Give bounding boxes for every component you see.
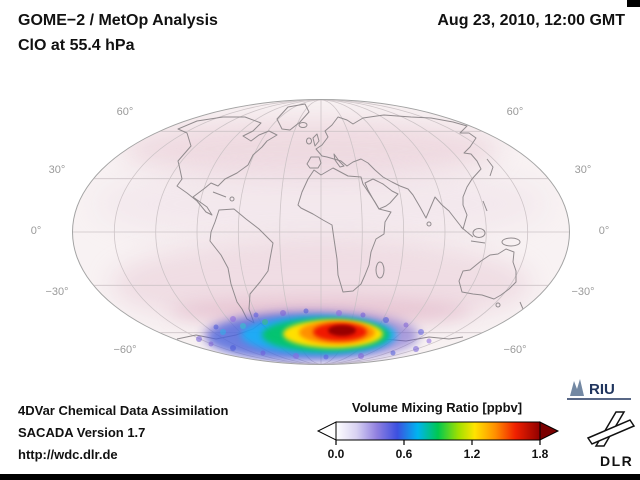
colorbar-gradient: [335, 421, 541, 441]
riu-logo-text: RIU: [589, 381, 615, 398]
clo-plume-speckles: [196, 308, 432, 360]
colorbar-tick-1: 0.6: [396, 447, 413, 461]
tasmania-outline: [495, 302, 501, 308]
figure-subtitle: ClO at 55.4 hPa: [18, 37, 135, 54]
world-map-mollweide: [72, 99, 570, 365]
lat-label-left-30: 30°: [48, 164, 66, 176]
credit-assimilation: 4DVar Chemical Data Assimilation: [18, 403, 229, 418]
top-right-corner-mark: [627, 0, 640, 7]
riu-cathedral-icon: [570, 379, 584, 396]
colorbar-left-arrow: [316, 421, 337, 441]
colorbar-tick-marks: [335, 440, 541, 445]
eurasia-outline: [315, 114, 482, 230]
colorbar: 0.0 0.6 1.2 1.8: [316, 421, 560, 461]
arabia-outline: [364, 178, 399, 210]
madagascar-outline: [375, 261, 385, 279]
iberia-outline: [306, 156, 322, 169]
lat-label-left-0: 0°: [30, 225, 42, 237]
iceland-outline: [298, 122, 308, 128]
figure-title: GOME−2 / MetOp Analysis: [18, 12, 218, 29]
colorbar-title: Volume Mixing Ratio [ppbv]: [351, 400, 523, 415]
bottom-black-bar: [0, 474, 640, 480]
colorbar-right-arrow: [539, 421, 560, 441]
lat-label-left-minus60: −60°: [113, 344, 137, 356]
new-zealand-outline: [519, 301, 529, 320]
figure-datetime: Aug 23, 2010, 12:00 GMT: [437, 12, 625, 29]
credit-url: http://wdc.dlr.de: [18, 447, 118, 462]
clo-plume-dark-red-core: [328, 325, 356, 336]
dlr-logo: DLR: [586, 411, 636, 469]
japan-outline: [486, 158, 494, 177]
hispaniola-outline: [229, 196, 235, 202]
uk-outline: [312, 133, 320, 147]
lat-label-right-minus60: −60°: [503, 344, 527, 356]
lat-label-right-0: 0°: [598, 225, 610, 237]
australia-outline: [458, 248, 517, 300]
new-guinea-outline: [501, 237, 521, 247]
map-linework: [73, 100, 569, 364]
tint-north-band: [121, 119, 501, 179]
sri-lanka-outline: [426, 221, 432, 227]
colorbar-tick-0: 0.0: [328, 447, 345, 461]
north-america-outline: [176, 116, 278, 216]
italy-outline: [333, 153, 345, 168]
dlr-logo-text: DLR: [600, 453, 633, 469]
dlr-wing-icon: [586, 411, 636, 447]
philippines-outline: [482, 200, 488, 212]
lat-label-right-60: 60°: [506, 106, 524, 118]
lat-label-right-30: 30°: [574, 164, 592, 176]
cuba-outline: [212, 191, 227, 198]
java-outline: [470, 240, 486, 244]
credit-version: SACADA Version 1.7: [18, 425, 146, 440]
colorbar-tick-3: 1.8: [532, 447, 549, 461]
africa-outline: [297, 167, 392, 293]
lat-label-left-60: 60°: [116, 106, 134, 118]
colorbar-tick-2: 1.2: [464, 447, 481, 461]
borneo-outline: [472, 228, 486, 238]
lat-label-right-minus30: −30°: [571, 286, 595, 298]
ireland-outline: [306, 137, 312, 145]
sumatra-outline: [460, 226, 474, 238]
greenland-outline: [276, 103, 310, 131]
lat-label-left-minus30: −30°: [45, 286, 69, 298]
riu-logo: RIU: [567, 379, 631, 400]
